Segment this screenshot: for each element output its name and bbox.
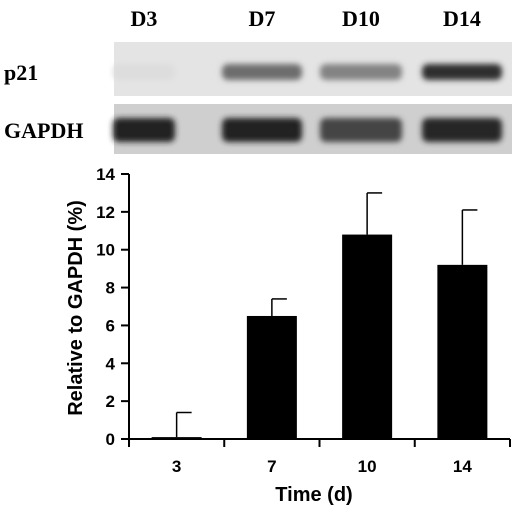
- x-tick-label: 3: [172, 457, 181, 476]
- bar-chart: Relative to GAPDH (%) Time (d) 0 2 4 6 8 10 12…: [65, 165, 511, 506]
- lane-label-d7: D7: [249, 6, 276, 31]
- row-label-p21: p21: [4, 60, 38, 85]
- p21-band-d3: [113, 64, 175, 80]
- lane-label-d10: D10: [342, 6, 380, 31]
- y-tick-label: 12: [96, 203, 115, 222]
- y-tick-label: 2: [106, 392, 115, 411]
- lane-label-d3: D3: [131, 6, 158, 31]
- row-label-gapdh: GAPDH: [4, 118, 83, 143]
- gapdh-band-d3: [113, 118, 175, 142]
- gapdh-band-d10: [320, 118, 402, 142]
- gapdh-band-d14: [422, 118, 502, 142]
- x-axis-title: Time (d): [275, 484, 352, 506]
- bar-day-10: [342, 234, 393, 439]
- x-ticks: 3 7 10 14: [128, 439, 511, 476]
- x-tick-label: 10: [358, 457, 377, 476]
- y-ticks: 0 2 4 6 8 10 12 14: [96, 165, 129, 449]
- gapdh-bands: [113, 118, 502, 142]
- bar-day-14: [437, 264, 488, 439]
- p21-bands: [113, 64, 502, 80]
- p21-band-d10: [320, 64, 402, 80]
- lane-label-d14: D14: [443, 6, 481, 31]
- x-tick-label: 14: [453, 457, 472, 476]
- gapdh-band-d7: [222, 118, 302, 142]
- y-tick-label: 8: [106, 279, 115, 298]
- y-axis-title: Relative to GAPDH (%): [65, 200, 87, 416]
- p21-band-d14: [422, 64, 502, 80]
- p21-band-d7: [222, 64, 302, 80]
- y-tick-label: 10: [96, 241, 115, 260]
- y-tick-label: 14: [96, 165, 115, 184]
- bar-day-7: [246, 315, 297, 439]
- x-tick-label: 7: [267, 457, 276, 476]
- y-tick-label: 4: [106, 354, 116, 373]
- western-blot: D3 D7 D10 D14 p21 GAPDH: [4, 6, 512, 154]
- y-tick-label: 6: [106, 316, 115, 335]
- bars: [151, 192, 488, 439]
- y-tick-label: 0: [106, 430, 115, 449]
